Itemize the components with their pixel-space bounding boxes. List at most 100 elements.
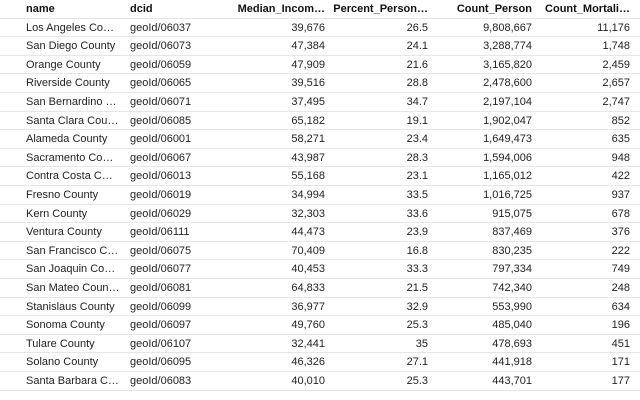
table-cell: geoId/06075	[130, 244, 192, 257]
table-cell: 23.4	[406, 133, 428, 146]
table-cell: 44,473	[291, 226, 325, 239]
table-cell: 222	[611, 244, 630, 257]
table-row: San Francisco C… geoId/06075 70,409 16.8 830…	[0, 242, 640, 261]
table-cell: San Diego County	[26, 40, 116, 53]
table-cell: geoId/06085	[130, 114, 192, 127]
table-cell: 39,676	[291, 21, 325, 34]
column-header: Count_Person	[456, 3, 532, 15]
table-cell: 46,326	[291, 356, 325, 369]
table-cell: geoId/06037	[130, 21, 192, 34]
table-cell: geoId/06081	[130, 282, 192, 294]
table-row: Contra Costa C… geoId/06013 55,168 23.1 1,16…	[0, 167, 640, 186]
table-cell: 443,701	[492, 375, 532, 387]
table-row: Solano County geoId/06095 46,326 27.1 441,91…	[0, 353, 640, 372]
table-cell: geoId/06013	[130, 170, 192, 183]
table-cell: geoId/06083	[130, 375, 192, 387]
table-row: Los Angeles Co… geoId/06037 39,676 26.5 9,80…	[0, 19, 640, 38]
table-cell: geoId/06071	[130, 96, 192, 108]
column-header: name	[26, 3, 55, 15]
table-cell: geoId/06107	[130, 337, 192, 350]
table-cell: 852	[611, 114, 630, 127]
table-cell: Sonoma County	[26, 319, 105, 332]
table-cell: 70,409	[291, 244, 325, 257]
table-cell: 742,340	[492, 282, 532, 294]
table-cell: 422	[611, 170, 630, 183]
table-cell: geoId/06073	[130, 40, 192, 53]
table-row: Ventura County geoId/06111 44,473 23.9 837,4…	[0, 223, 640, 242]
table-cell: 485,040	[492, 319, 532, 332]
column-header: Percent_Person…	[333, 3, 428, 15]
table-cell: geoId/06111	[130, 226, 190, 239]
table-cell: 32.9	[406, 300, 428, 313]
table-row: San Joaquin Co… geoId/06077 40,453 33.3 797,…	[0, 260, 640, 279]
table-cell: 948	[611, 151, 630, 164]
table-cell: 478,693	[492, 337, 532, 350]
table-cell: 1,902,047	[483, 114, 532, 127]
table-cell: 32,303	[291, 207, 325, 220]
table-cell: 33.5	[406, 189, 428, 201]
table-cell: 1,016,725	[483, 189, 532, 201]
table-row: San Mateo Coun… geoId/06081 64,833 21.5 742,…	[0, 279, 640, 298]
table-cell: geoId/06059	[130, 58, 192, 71]
table-cell: 28.8	[406, 77, 428, 90]
table-cell: 40,453	[291, 263, 325, 276]
table-cell: 915,075	[492, 207, 532, 220]
table-cell: 248	[611, 282, 630, 294]
table-cell: 9,808,667	[483, 21, 532, 34]
table-cell: Fresno County	[26, 189, 99, 201]
table-cell: 635	[611, 133, 630, 146]
table-cell: 43,987	[291, 151, 325, 164]
table-cell: geoId/06099	[130, 300, 192, 313]
table-cell: Riverside County	[26, 77, 110, 90]
table-cell: 3,165,820	[483, 58, 532, 71]
table-cell: 47,909	[291, 58, 325, 71]
table-cell: geoId/06029	[130, 207, 192, 220]
table-cell: San Joaquin Co…	[26, 263, 116, 276]
table-cell: 11,176	[597, 21, 630, 34]
table-row: Sonoma County geoId/06097 49,760 25.3 485,04…	[0, 316, 640, 335]
table-row: Santa Clara Cou… geoId/06085 65,182 19.1 1,9…	[0, 112, 640, 131]
table-cell: 171	[611, 356, 630, 369]
table-cell: Contra Costa C…	[26, 170, 113, 183]
table-cell: 830,235	[492, 244, 532, 257]
table-cell: 55,168	[291, 170, 325, 183]
table-cell: 937	[611, 189, 630, 201]
table-cell: 2,459	[602, 58, 630, 71]
table-cell: 196	[611, 319, 630, 332]
table-cell: Santa Barbara C…	[26, 375, 119, 387]
table-cell: 24.1	[406, 40, 428, 53]
table-cell: geoId/06067	[130, 151, 192, 164]
table-cell: Kern County	[26, 207, 88, 220]
table-cell: 40,010	[291, 375, 325, 387]
table-cell: geoId/06001	[130, 133, 192, 146]
table-cell: 16.8	[406, 244, 428, 257]
table-cell: 23.9	[406, 226, 428, 239]
table-row: Kern County geoId/06029 32,303 33.6 915,075 6…	[0, 205, 640, 224]
table-cell: 65,182	[291, 114, 325, 127]
table-cell: 837,469	[492, 226, 532, 239]
table-cell: 32,441	[291, 337, 325, 350]
table-cell: 797,334	[492, 263, 532, 276]
table-cell: 2,478,600	[483, 77, 532, 90]
table-cell: Solano County	[26, 356, 99, 369]
table-cell: 27.1	[406, 356, 428, 369]
table-cell: 441,918	[492, 356, 532, 369]
table-cell: 177	[611, 375, 630, 387]
table-cell: 25.3	[406, 375, 428, 387]
table-cell: 36,977	[291, 300, 325, 313]
table-cell: 376	[611, 226, 630, 239]
table-row: San Bernardino … geoId/06071 37,495 34.7 2,1…	[0, 93, 640, 112]
table-cell: 3,288,774	[483, 40, 532, 53]
table-cell: geoId/06077	[130, 263, 192, 276]
table-cell: 2,197,104	[483, 96, 532, 108]
table-cell: 553,990	[492, 300, 532, 313]
table-cell: 33.3	[406, 263, 428, 276]
table-cell: 28.3	[406, 151, 428, 164]
table-row: Stanislaus County geoId/06099 36,977 32.9 55…	[0, 298, 640, 317]
table-row: Riverside County geoId/06065 39,516 28.8 2,4…	[0, 74, 640, 93]
header-row: name dcid Median_Incom… Percent_Person… Coun…	[0, 0, 640, 19]
table-row: Santa Barbara C… geoId/06083 40,010 25.3 443…	[0, 372, 640, 391]
table-cell: 678	[611, 207, 630, 220]
table-cell: 749	[611, 263, 630, 276]
table-cell: 34.7	[406, 96, 428, 108]
